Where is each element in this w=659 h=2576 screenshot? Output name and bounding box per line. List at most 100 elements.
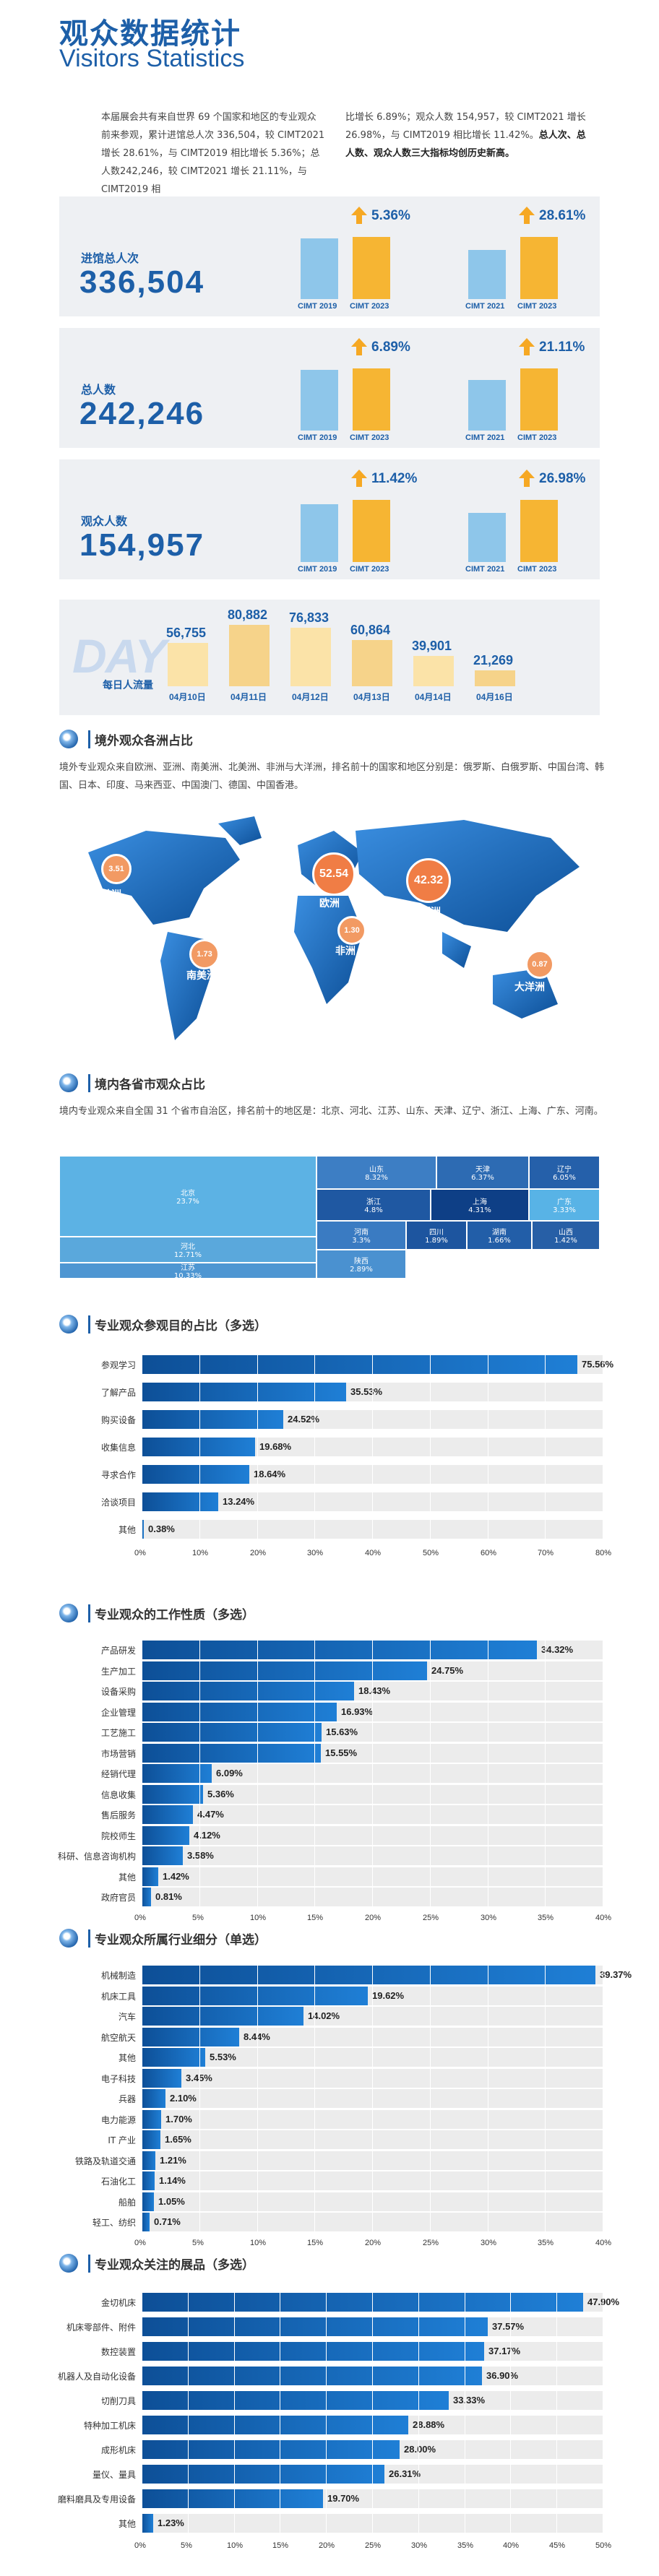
stat-label: 总人数 bbox=[81, 383, 116, 397]
data-bar bbox=[142, 1682, 354, 1701]
tick-label: 35% bbox=[457, 2541, 474, 2550]
grid-line bbox=[199, 1351, 200, 1543]
tick-label: 0% bbox=[134, 2541, 146, 2550]
category-label: 信息收集 bbox=[100, 1789, 136, 1800]
tick-label: 45% bbox=[549, 2541, 566, 2550]
tick-label: 25% bbox=[423, 1913, 439, 1922]
category-label: 科研、信息咨询机构 bbox=[57, 1851, 136, 1862]
treemap-cell-value: 6.05% bbox=[553, 1174, 576, 1182]
tick-label: 20% bbox=[319, 2541, 335, 2550]
treemap-cell-name: 浙江 bbox=[366, 1198, 381, 1206]
grid-line bbox=[510, 2290, 511, 2536]
category-label: 其他 bbox=[118, 2053, 136, 2064]
growth-value: 6.89% bbox=[371, 340, 410, 355]
category-label: 机器人及自动化设备 bbox=[57, 2372, 136, 2382]
treemap-cell: 广东 3.33% bbox=[529, 1189, 600, 1221]
chart-header: 专业观众所属行业细分（单选） bbox=[59, 1929, 267, 1948]
intro-col2-text: 比增长 6.89%；观众人数 154,957，较 CIMT2021 增长26.9… bbox=[345, 112, 586, 141]
data-label: 39.37% bbox=[600, 1969, 632, 1981]
category-label: 其他 bbox=[118, 1872, 136, 1883]
grid-line bbox=[199, 1965, 200, 2233]
bar-label: CIMT 2021 bbox=[465, 433, 505, 442]
up-arrow-icon bbox=[351, 470, 367, 478]
intro-col1: 本届展会共有来自世界 69 个国家和地区的专业观众前来参观，累计进馆总人次 33… bbox=[101, 112, 325, 195]
stat-value: 242,246 bbox=[79, 396, 205, 431]
continent-header: 境外观众各洲占比 bbox=[59, 730, 193, 748]
treemap-cell-name: 河北 bbox=[181, 1243, 195, 1251]
category-label: 设备采购 bbox=[100, 1687, 136, 1698]
grid-line bbox=[372, 1640, 373, 1908]
stat-label: 观众人数 bbox=[81, 514, 128, 528]
data-bar bbox=[142, 1465, 249, 1484]
daily-date: 04月12日 bbox=[292, 692, 329, 702]
tick-label: 70% bbox=[538, 1549, 554, 1557]
province-title: 境内各省市观众占比 bbox=[88, 1073, 205, 1092]
continent-title: 境外观众各洲占比 bbox=[88, 730, 193, 748]
data-label: 0.71% bbox=[154, 2216, 181, 2228]
province-text: 境内专业观众来自全国 31 个省市自治区，排名前十的地区是：北京、河北、江苏、山… bbox=[59, 1106, 603, 1117]
tick-label: 5% bbox=[192, 1913, 204, 1922]
daily-date: 04月14日 bbox=[415, 692, 452, 702]
stat-value: 154,957 bbox=[79, 527, 205, 563]
grid-line bbox=[314, 1965, 315, 2233]
up-arrow-icon bbox=[351, 207, 367, 215]
daily-bar bbox=[413, 656, 454, 686]
tick-label: 50% bbox=[423, 1549, 439, 1557]
category-label: 轻工、纺织 bbox=[92, 2218, 136, 2229]
section-globe-icon bbox=[59, 1929, 78, 1948]
treemap-cell-name: 陕西 bbox=[354, 1258, 369, 1266]
continent-name: 北美洲 bbox=[91, 889, 121, 901]
data-label: 14.02% bbox=[308, 2010, 340, 2022]
section-globe-icon bbox=[59, 1073, 78, 1092]
continent-name: 非洲 bbox=[335, 946, 356, 957]
grid-line bbox=[257, 1640, 258, 1908]
data-bar bbox=[142, 2027, 239, 2046]
tick-label: 10% bbox=[250, 2238, 267, 2247]
grid-line bbox=[430, 1965, 431, 2233]
section-globe-icon bbox=[59, 1604, 78, 1622]
treemap-cell-value: 1.66% bbox=[488, 1237, 511, 1245]
category-label: 特种加工机床 bbox=[83, 2421, 136, 2431]
page-subtitle: Visitors Statistics bbox=[59, 45, 245, 72]
up-arrow-icon bbox=[519, 338, 535, 347]
data-label: 75.56% bbox=[582, 1359, 614, 1370]
treemap-cell-name: 上海 bbox=[473, 1198, 487, 1206]
growth-value: 26.98% bbox=[539, 471, 586, 486]
continent-name: 大洋洲 bbox=[514, 982, 545, 993]
continent-marker: 3.51 bbox=[101, 854, 132, 884]
continent-marker: 1.30 bbox=[337, 916, 366, 945]
chart-title: 专业观众的工作性质（多选） bbox=[88, 1604, 254, 1622]
stat-value: 336,504 bbox=[79, 264, 205, 300]
treemap-cell: 山西 1.42% bbox=[532, 1221, 600, 1250]
comparison-bar bbox=[468, 250, 506, 299]
data-label: 0.38% bbox=[148, 1523, 175, 1534]
category-label: 其他 bbox=[118, 1525, 136, 1535]
continent-marker: 0.87 bbox=[525, 950, 554, 979]
growth-value: 11.42% bbox=[371, 471, 418, 486]
data-bar bbox=[142, 2416, 408, 2434]
continent-text: 境外专业观众来自欧洲、亚洲、南美洲、北美洲、非洲与大洋洲，排名前十的国家和地区分… bbox=[59, 762, 605, 791]
data-bar bbox=[142, 2391, 449, 2410]
data-label: 2.10% bbox=[170, 2093, 197, 2104]
tick-label: 35% bbox=[538, 1913, 554, 1922]
category-label: 机床工具 bbox=[100, 1991, 136, 2002]
category-label: 产品研发 bbox=[100, 1646, 136, 1656]
grid-line bbox=[545, 1351, 546, 1543]
daily-value: 76,833 bbox=[289, 610, 330, 625]
daily-date: 04月13日 bbox=[353, 692, 390, 702]
section-globe-icon bbox=[59, 2254, 78, 2273]
grid-line bbox=[430, 1351, 431, 1543]
world-map: 3.51 北美洲 52.54 欧洲 42.32 亚洲 1.30 非洲 1.73 南美洲 0.87 大洋… bbox=[59, 809, 600, 1055]
daily-value: 80,882 bbox=[228, 608, 268, 622]
tick-label: 5% bbox=[181, 2541, 192, 2550]
comparison-bar bbox=[468, 380, 506, 431]
treemap-cell-name: 天津 bbox=[475, 1166, 490, 1174]
data-label: 34.32% bbox=[541, 1644, 574, 1656]
data-bar bbox=[142, 1641, 537, 1660]
grid-line bbox=[545, 1965, 546, 2233]
intro-col2-highlight: 总人次、总人数、观众人数三大指标均创历史新高。 bbox=[345, 130, 586, 159]
category-label: 数控装置 bbox=[100, 2347, 136, 2357]
category-label: 量仪、量具 bbox=[92, 2470, 136, 2480]
category-label: 了解产品 bbox=[100, 1388, 136, 1398]
chart-header: 专业观众的工作性质（多选） bbox=[59, 1604, 254, 1622]
